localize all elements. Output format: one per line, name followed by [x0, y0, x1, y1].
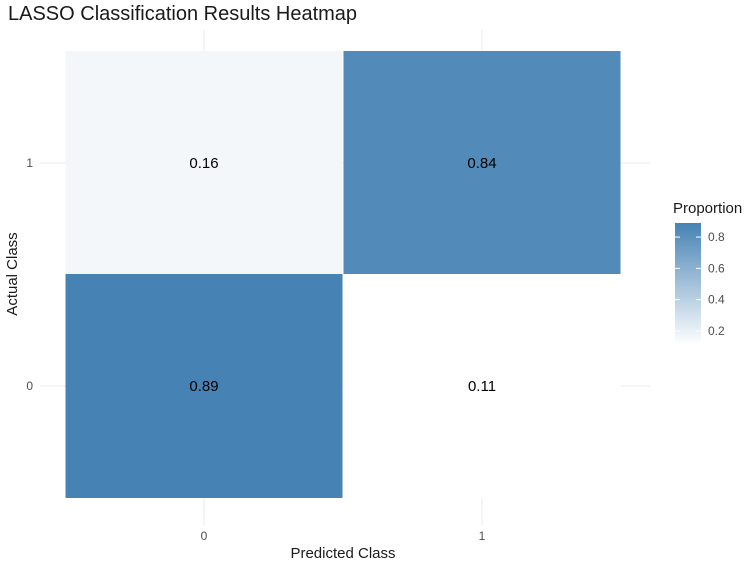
y-tick-label: 0: [26, 379, 33, 393]
cell-value-label: 0.11: [468, 378, 496, 395]
x-tick-label: 0: [201, 529, 208, 543]
x-tick-label: 1: [479, 529, 486, 543]
x-axis-title: Predicted Class: [290, 545, 395, 562]
y-axis-title: Actual Class: [4, 232, 21, 315]
heatmap-cell-actual-1-predicted-1: [343, 51, 621, 275]
heatmap-cell-actual-0-predicted-1: [343, 274, 621, 498]
cell-value-label: 0.16: [189, 155, 218, 172]
cell-value-label: 0.89: [189, 378, 218, 395]
legend-tick-label: 0.4: [708, 293, 725, 307]
legend-title: Proportion: [673, 200, 742, 217]
legend-tick-label: 0.2: [708, 324, 725, 338]
legend-tick-label: 0.8: [708, 230, 725, 244]
legend-tick-label: 0.6: [708, 261, 725, 275]
cell-labels: 0.16 0.84 0.89 0.11: [189, 155, 496, 395]
legend: Proportion 0.2 0.4 0.6 0.8: [673, 200, 742, 345]
axis-ticks: 0 1 0 1: [26, 156, 485, 543]
legend-colorbar: [675, 223, 701, 345]
heatmap-cells: [65, 51, 621, 498]
y-tick-label: 1: [26, 156, 33, 170]
heatmap-cell-actual-0-predicted-0: [65, 274, 343, 498]
legend-ticks: 0.2 0.4 0.6 0.8: [675, 230, 725, 338]
heatmap-cell-actual-1-predicted-0: [65, 51, 343, 275]
cell-value-label: 0.84: [467, 155, 496, 172]
chart-title: LASSO Classification Results Heatmap: [8, 3, 357, 25]
